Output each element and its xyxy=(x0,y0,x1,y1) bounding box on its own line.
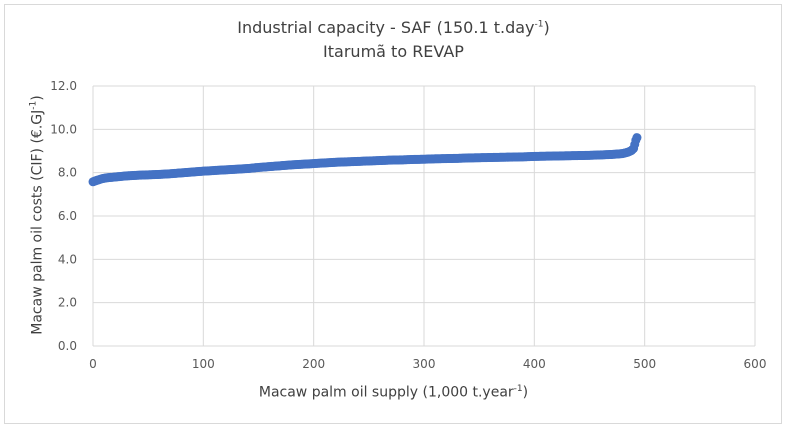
x-tick-label: 500 xyxy=(633,357,656,371)
x-tick-label: 400 xyxy=(523,357,546,371)
x-tick-labels: 0 100 200 300 400 500 600 xyxy=(89,357,766,371)
x-tick-label: 600 xyxy=(744,357,767,371)
grid-lines xyxy=(92,85,756,347)
y-axis-label: Macaw palm oil costs (CIF) (€.GJ-1) xyxy=(28,95,46,335)
data-point xyxy=(632,133,642,143)
chart-title: Industrial capacity - SAF (150.1 t.day-1… xyxy=(237,18,550,37)
y-tick-label: 4.0 xyxy=(58,252,77,266)
x-tick-label: 200 xyxy=(302,357,325,371)
y-tick-label: 2.0 xyxy=(58,296,77,310)
x-tick-label: 300 xyxy=(413,357,436,371)
data-points xyxy=(88,133,642,187)
chart-subtitle: Itarumã to REVAP xyxy=(323,42,464,61)
chart-frame xyxy=(4,4,782,424)
y-tick-label: 12.0 xyxy=(50,79,77,93)
y-tick-label: 10.0 xyxy=(50,122,77,136)
y-tick-label: 8.0 xyxy=(58,166,77,180)
y-tick-label: 6.0 xyxy=(58,209,77,223)
x-tick-label: 0 xyxy=(89,357,97,371)
x-tick-label: 100 xyxy=(192,357,215,371)
y-tick-labels: 0.0 2.0 4.0 6.0 8.0 10.0 12.0 xyxy=(50,79,77,353)
x-axis-label: Macaw palm oil supply (1,000 t.year-1) xyxy=(258,384,529,401)
y-tick-label: 0.0 xyxy=(58,339,77,353)
